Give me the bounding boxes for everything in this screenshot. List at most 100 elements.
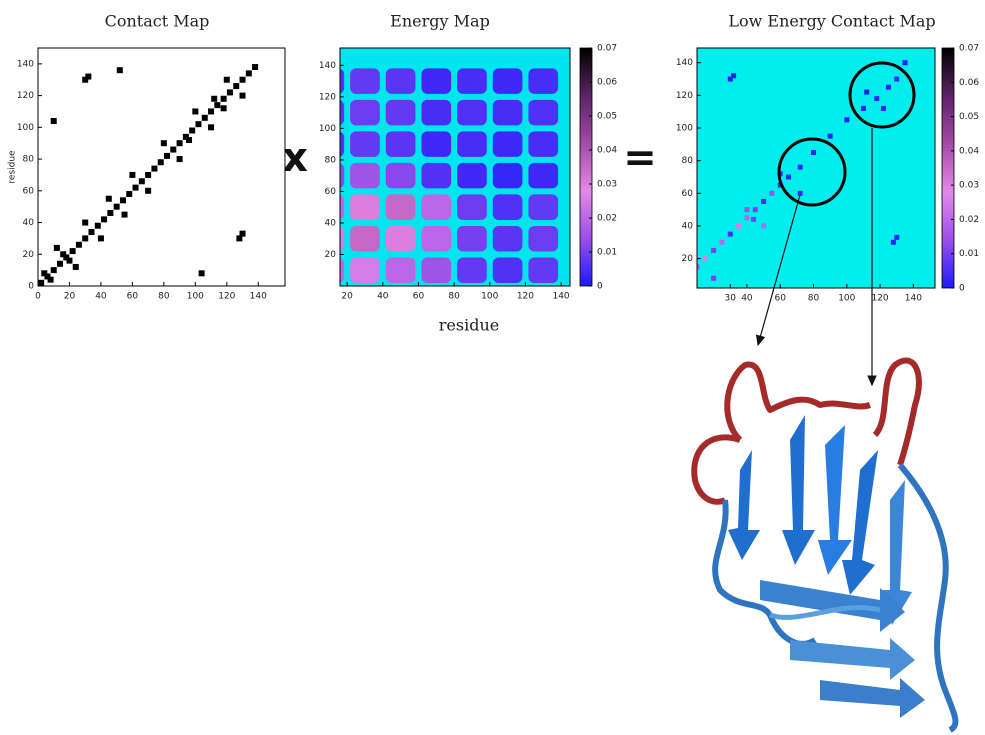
contact-point <box>233 83 239 89</box>
contact-point <box>129 172 135 178</box>
contact-point <box>744 215 749 220</box>
contact-point <box>240 231 246 237</box>
y-tick-label: 140 <box>676 58 693 68</box>
contact-point <box>177 140 183 146</box>
x-tick-label: 40 <box>741 294 753 304</box>
contact-point <box>769 191 774 196</box>
x-tick-label: 60 <box>774 294 786 304</box>
contact-point <box>66 258 72 264</box>
x-tick-label: 40 <box>95 292 107 302</box>
y-tick-label: 80 <box>23 155 35 165</box>
colorbar-tick-label: 0.03 <box>597 180 617 190</box>
heat-cell <box>421 131 451 157</box>
heat-cell <box>528 68 558 94</box>
contact-point <box>170 147 176 153</box>
contact-point <box>195 121 201 127</box>
contact-point <box>221 96 227 102</box>
contact-point <box>51 267 57 273</box>
figure: x = Contact Map0204060801001201400204060… <box>0 0 985 735</box>
contact-point <box>711 248 716 253</box>
contact-point <box>861 106 866 111</box>
heat-cell <box>493 100 523 126</box>
contact-point <box>192 108 198 114</box>
contact-point <box>761 223 766 228</box>
heat-cell <box>528 257 558 283</box>
heat-cell <box>457 163 487 189</box>
contact-point <box>224 77 230 83</box>
contact-point <box>894 235 899 240</box>
contact-point <box>240 77 246 83</box>
contact-point <box>189 128 195 134</box>
y-tick-label: 120 <box>17 91 34 101</box>
protein-structure <box>694 361 955 730</box>
chart-title: Energy Map <box>390 12 490 31</box>
heat-cell <box>528 194 558 220</box>
contact-point <box>211 96 217 102</box>
heat-cell <box>457 131 487 157</box>
contact-point <box>114 204 120 210</box>
heat-cell <box>386 226 416 252</box>
times-sign: x <box>282 135 308 181</box>
contact-point <box>903 60 908 65</box>
y-tick-label: 60 <box>23 186 35 196</box>
colorbar-tick-label: 0.04 <box>959 146 979 156</box>
colorbar-tick-label: 0.01 <box>597 248 617 258</box>
heat-cell <box>350 194 380 220</box>
contact-point <box>703 256 708 261</box>
contact-point <box>95 223 101 229</box>
heat-cell <box>350 68 380 94</box>
y-tick-label: 80 <box>325 155 337 165</box>
contact-point <box>874 96 879 101</box>
contact-point <box>122 212 128 218</box>
contact-point <box>60 251 66 257</box>
x-tick-label: 30 <box>725 294 737 304</box>
contact-point <box>221 105 227 111</box>
x-tick-label: 120 <box>218 292 235 302</box>
contact-point <box>844 117 849 122</box>
contact-point <box>41 270 47 276</box>
x-tick-label: 40 <box>377 292 389 302</box>
y-tick-label: 100 <box>319 124 336 134</box>
equals-sign: = <box>623 135 657 181</box>
y-tick-label: 80 <box>682 156 694 166</box>
contact-point <box>161 140 167 146</box>
colorbar-tick-label: 0 <box>959 284 965 294</box>
contact-point <box>891 240 896 245</box>
contact-point <box>246 70 252 76</box>
x-tick-label: 120 <box>871 294 888 304</box>
x-tick-label: 60 <box>127 292 139 302</box>
heat-cell <box>386 131 416 157</box>
heat-cell <box>350 100 380 126</box>
contact-point <box>686 272 691 277</box>
heat-cell <box>421 100 451 126</box>
y-tick-label: 20 <box>682 254 694 264</box>
contact-point <box>751 217 756 222</box>
x-tick-label: 80 <box>158 292 170 302</box>
heat-cell <box>528 226 558 252</box>
heat-cell <box>493 257 523 283</box>
contact-point <box>106 196 112 202</box>
y-tick-label: 140 <box>319 61 336 71</box>
contact-point <box>864 90 869 95</box>
heat-cell <box>386 163 416 189</box>
y-tick-label: 20 <box>325 250 337 260</box>
contact-point <box>811 150 816 155</box>
contact-point <box>686 281 691 286</box>
x-tick-label: 140 <box>905 294 922 304</box>
heat-cell <box>386 68 416 94</box>
contact-point <box>145 188 151 194</box>
contact-point <box>145 172 151 178</box>
contact-point <box>881 106 886 111</box>
y-tick-label: 40 <box>325 218 337 228</box>
heat-cell <box>386 100 416 126</box>
y-tick-label: 20 <box>23 250 35 260</box>
heat-cell <box>421 194 451 220</box>
heat-cell <box>457 226 487 252</box>
contact-point <box>711 276 716 281</box>
contact-point <box>252 64 258 70</box>
colorbar-tick-label: 0.06 <box>597 78 617 88</box>
heat-cell <box>493 163 523 189</box>
contact-point <box>82 220 88 226</box>
colorbar-tick-label: 0.02 <box>597 214 617 224</box>
